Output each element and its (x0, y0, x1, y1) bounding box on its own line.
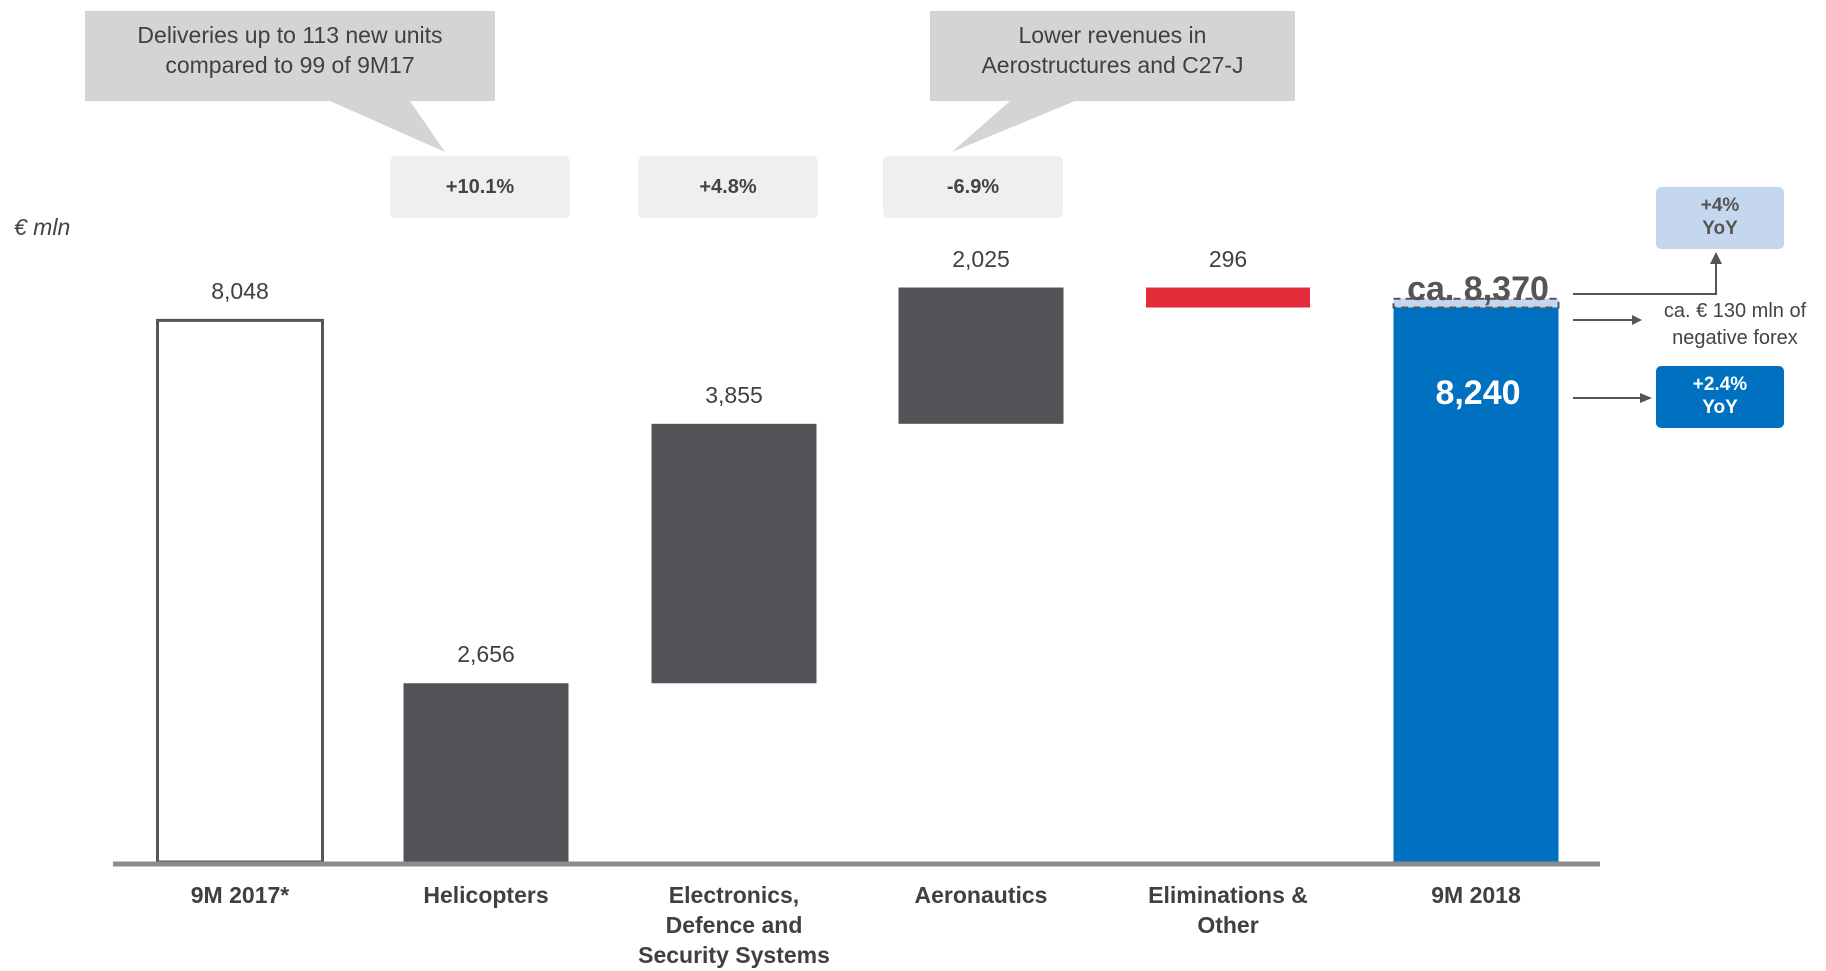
callout-helicopters-line2: compared to 99 of 9M17 (165, 52, 415, 78)
forex-note-line1: ca. € 130 mln of (1663, 300, 1807, 322)
value-label-aeronautics: 2,025 (952, 245, 1010, 272)
arrow-head-yoy-top (1710, 252, 1722, 264)
category-label-helicopters: Helicopters (366, 880, 606, 910)
arrow-head-yoy-bottom (1640, 393, 1652, 403)
callout-aeronautics-line1: Lower revenues in (1018, 22, 1207, 48)
value-label-eliminations-other: 296 (1208, 245, 1248, 272)
callout-helicopters: Deliveries up to 113 new units compared … (85, 11, 495, 101)
forex-adjusted-cap (1392, 297, 1560, 309)
category-label-line: Defence and (665, 912, 803, 938)
growth-electronics: +4.8% (638, 156, 818, 218)
bar-9m-2017 (156, 318, 324, 864)
value-label-electronics-defence-and-security-systems: 3,855 (705, 381, 763, 408)
bar-eliminations-other (1146, 287, 1310, 308)
forex-adjusted-total-label: ca. 8,370 (1407, 270, 1549, 308)
bar-helicopters (403, 683, 569, 862)
category-label-eliminations-other: Eliminations & Other (1108, 880, 1348, 940)
bars-group (156, 287, 1560, 864)
category-label-line: Other (1197, 912, 1259, 938)
category-label-line: Aeronautics (914, 882, 1048, 908)
category-label-9m-2018: 9M 2018 (1356, 880, 1596, 910)
callout-helicopters-pointer (330, 101, 445, 152)
arrow-to-yoy-top (1573, 262, 1717, 295)
callout-aeronautics: Lower revenues in Aerostructures and C27… (930, 11, 1295, 101)
yoy-reported-badge: +2.4% YoY (1656, 366, 1784, 428)
bar-electronics-defence-and-security-systems (651, 423, 817, 684)
category-label-line: 9M 2018 (1431, 882, 1521, 908)
total-2018-value-label: 8,240 (1435, 374, 1521, 412)
yoy-forex-adjusted-line2: YoY (1702, 218, 1738, 239)
callout-aeronautics-line2: Aerostructures and C27-J (981, 52, 1244, 78)
yoy-reported-line1: +2.4% (1692, 374, 1748, 395)
category-label-9m-2017: 9M 2017* (120, 880, 360, 910)
callout-aeronautics-pointer (952, 101, 1075, 152)
growth-aeronautics: -6.9% (883, 156, 1063, 218)
category-label-line: Electronics, (668, 882, 800, 908)
category-label-aeronautics: Aeronautics (861, 880, 1101, 910)
bar-9m-2018 (1393, 307, 1559, 862)
category-label-line: Security Systems (638, 942, 830, 968)
yoy-forex-adjusted-badge: +4% YoY (1656, 187, 1784, 249)
forex-note-line2: negative forex (1672, 327, 1798, 349)
bar-aeronautics (898, 287, 1064, 424)
yoy-forex-adjusted-line1: +4% (1700, 195, 1740, 216)
value-label-9m-2017: 8,048 (211, 278, 269, 305)
category-label-electronics-defence-and-security-systems: Electronics, Defence and Security Systems (614, 880, 854, 970)
growth-helicopters: +10.1% (390, 156, 570, 218)
value-label-helicopters: 2,656 (457, 641, 515, 668)
category-label-line: Eliminations & (1148, 882, 1308, 908)
arrow-head-forex-note (1632, 315, 1642, 325)
unit-label: € mln (14, 214, 71, 240)
yoy-reported-line2: YoY (1702, 397, 1738, 418)
callout-helicopters-line1: Deliveries up to 113 new units (137, 22, 443, 48)
category-label-line: Helicopters (423, 882, 549, 908)
forex-note: ca. € 130 mln of negative forex (1644, 298, 1826, 352)
category-label-line: 9M 2017* (190, 882, 290, 908)
